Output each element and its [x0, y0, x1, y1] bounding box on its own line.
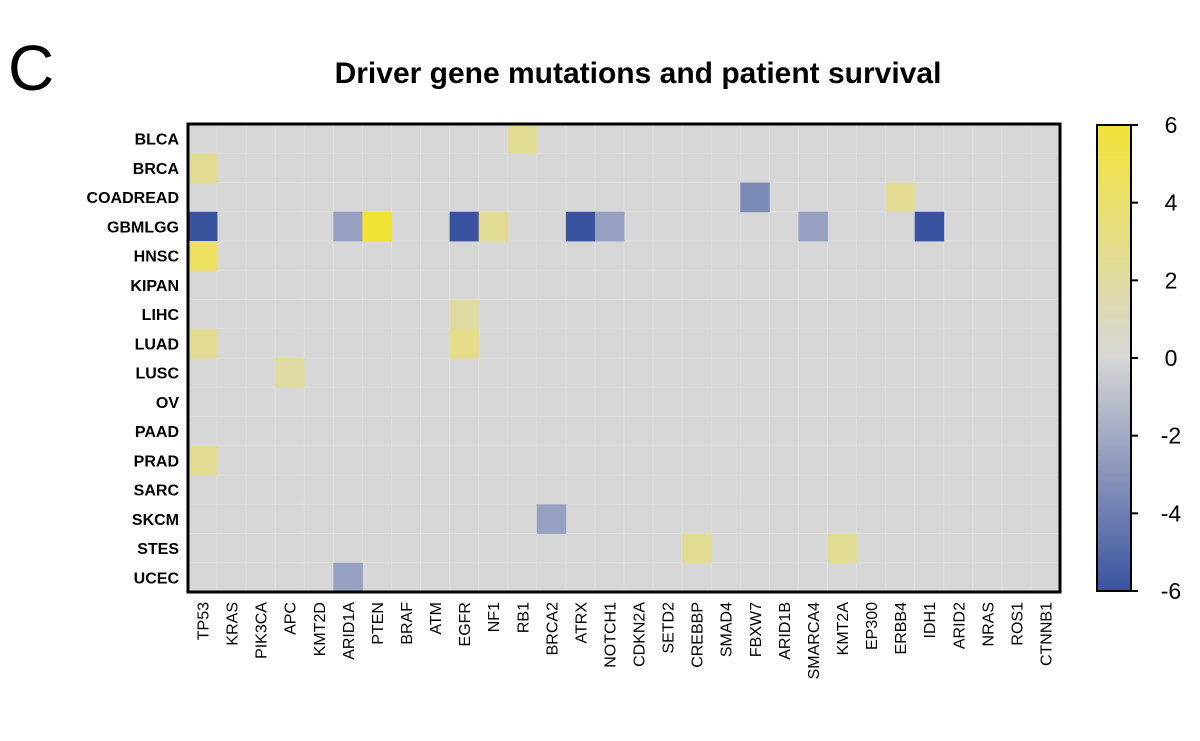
colorbar-tick-label: 2 — [1165, 267, 1178, 293]
heatmap-cell-hnsc-tp53 — [188, 241, 218, 271]
column-label-kmt2a: KMT2A — [835, 602, 852, 656]
column-label-crebbp: CREBBP — [690, 602, 707, 668]
column-label-tp53: TP53 — [196, 602, 213, 640]
column-label-idh1: IDH1 — [922, 602, 939, 639]
column-label-nf1: NF1 — [486, 602, 503, 632]
row-label-lihc: LIHC — [142, 307, 180, 324]
heatmap-cell-luad-egfr — [449, 328, 480, 359]
column-label-pik3ca: PIK3CA — [254, 602, 271, 659]
column-label-ctnnb1: CTNNB1 — [1038, 602, 1055, 666]
row-label-ov: OV — [156, 395, 179, 412]
heatmap-plot-area — [186, 122, 1062, 594]
panel-label: C — [8, 32, 54, 104]
heatmap-cell-brca-tp53 — [188, 153, 218, 183]
column-label-rb1: RB1 — [515, 602, 532, 633]
column-label-nras: NRAS — [980, 602, 997, 646]
column-label-egfr: EGFR — [457, 602, 474, 646]
column-label-smad4: SMAD4 — [719, 602, 736, 657]
column-label-cdkn2a: CDKN2A — [632, 602, 649, 667]
column-label-atm: ATM — [428, 602, 445, 635]
row-label-gbmlgg: GBMLGG — [107, 219, 179, 236]
column-label-ros1: ROS1 — [1009, 602, 1026, 646]
chart-title: Driver gene mutations and patient surviv… — [335, 57, 942, 90]
heatmap-cell-skcm-brca2 — [536, 504, 567, 534]
heatmap-cells — [188, 124, 945, 593]
colorbar: -6 -4 -2 0 2 4 6 — [1096, 112, 1181, 604]
column-label-setd2: SETD2 — [661, 602, 678, 654]
heatmap-cell-ucec-arid1a — [333, 562, 363, 593]
column-label-arid2: ARID2 — [951, 602, 968, 649]
row-label-skcm: SKCM — [132, 512, 179, 529]
column-label-arid1a: ARID1A — [341, 602, 358, 660]
row-label-coadread: COADREAD — [87, 190, 179, 207]
heatmap-cell-gbmlgg-pten — [362, 211, 392, 242]
row-label-paad: PAAD — [135, 424, 179, 441]
row-label-lusc: LUSC — [135, 366, 179, 383]
column-label-atrx: ATRX — [573, 602, 590, 644]
heatmap-cell-coadread-erbb4 — [885, 182, 916, 213]
heatmap-cell-gbmlgg-arid1a — [333, 211, 363, 242]
heatmap-cell-gbmlgg-idh1 — [914, 211, 945, 242]
heatmap-frame — [186, 122, 1062, 594]
column-label-braf: BRAF — [399, 602, 416, 645]
colorbar-tick-label: -4 — [1161, 500, 1182, 526]
colorbar-tick-label: 4 — [1165, 190, 1178, 216]
row-labels: BLCA BRCA COADREAD GBMLGG HNSC KIPAN LIHC LUAD L… — [87, 132, 180, 588]
column-label-kras: KRAS — [225, 602, 242, 646]
column-label-pten: PTEN — [370, 602, 387, 645]
colorbar-tick-label: -6 — [1161, 578, 1181, 604]
heatmap-cell-gbmlgg-smarca4 — [798, 211, 828, 242]
heatmap-cell-coadread-fbxw7 — [740, 182, 770, 213]
column-label-kmt2d: KMT2D — [312, 602, 329, 656]
row-label-hnsc: HNSC — [134, 249, 180, 266]
heatmap-cell-prad-tp53 — [188, 445, 218, 476]
column-label-erbb4: ERBB4 — [893, 602, 910, 655]
column-label-notch1: NOTCH1 — [602, 602, 619, 668]
row-label-stes: STES — [137, 541, 179, 558]
colorbar-ticks: -6 -4 -2 0 2 4 6 — [1131, 112, 1181, 604]
column-label-arid1b: ARID1B — [777, 602, 794, 660]
heatmap-cell-stes-crebbp — [682, 533, 712, 564]
column-label-smarca4: SMARCA4 — [806, 602, 823, 679]
row-label-kipan: KIPAN — [130, 278, 179, 295]
colorbar-gradient — [1096, 124, 1132, 592]
heatmap-cell-lusc-apc — [275, 358, 305, 388]
column-labels: TP53 KRAS PIK3CA APC KMT2D ARID1A PTEN BRAF ATM E… — [196, 602, 1056, 680]
colorbar-tick-label: 0 — [1165, 345, 1178, 371]
row-label-blca: BLCA — [135, 132, 180, 149]
heatmap-cell-gbmlgg-egfr — [449, 211, 480, 242]
row-label-luad: LUAD — [135, 336, 179, 353]
row-label-sarc: SARC — [134, 483, 180, 500]
colorbar-tick-label: -2 — [1161, 423, 1181, 449]
heatmap-cell-gbmlgg-nf1 — [478, 211, 509, 242]
column-label-ep300: EP300 — [864, 602, 881, 650]
heatmap-cell-luad-tp53 — [188, 328, 218, 359]
colorbar-tick-label: 6 — [1165, 112, 1178, 138]
row-label-prad: PRAD — [134, 453, 179, 470]
row-label-brca: BRCA — [133, 161, 180, 178]
row-label-ucec: UCEC — [134, 570, 180, 587]
heatmap-cell-blca-rb1 — [507, 124, 538, 154]
heatmap-cell-lihc-egfr — [449, 299, 480, 330]
heatmap-cell-gbmlgg-notch1 — [594, 211, 625, 242]
column-label-fbxw7: FBXW7 — [748, 602, 765, 657]
heatmap-cell-stes-kmt2a — [827, 533, 857, 564]
column-label-brca2: BRCA2 — [544, 602, 561, 655]
column-label-apc: APC — [283, 602, 300, 635]
heatmap-cell-gbmlgg-tp53 — [188, 211, 218, 242]
heatmap-cell-gbmlgg-atrx — [565, 211, 596, 242]
